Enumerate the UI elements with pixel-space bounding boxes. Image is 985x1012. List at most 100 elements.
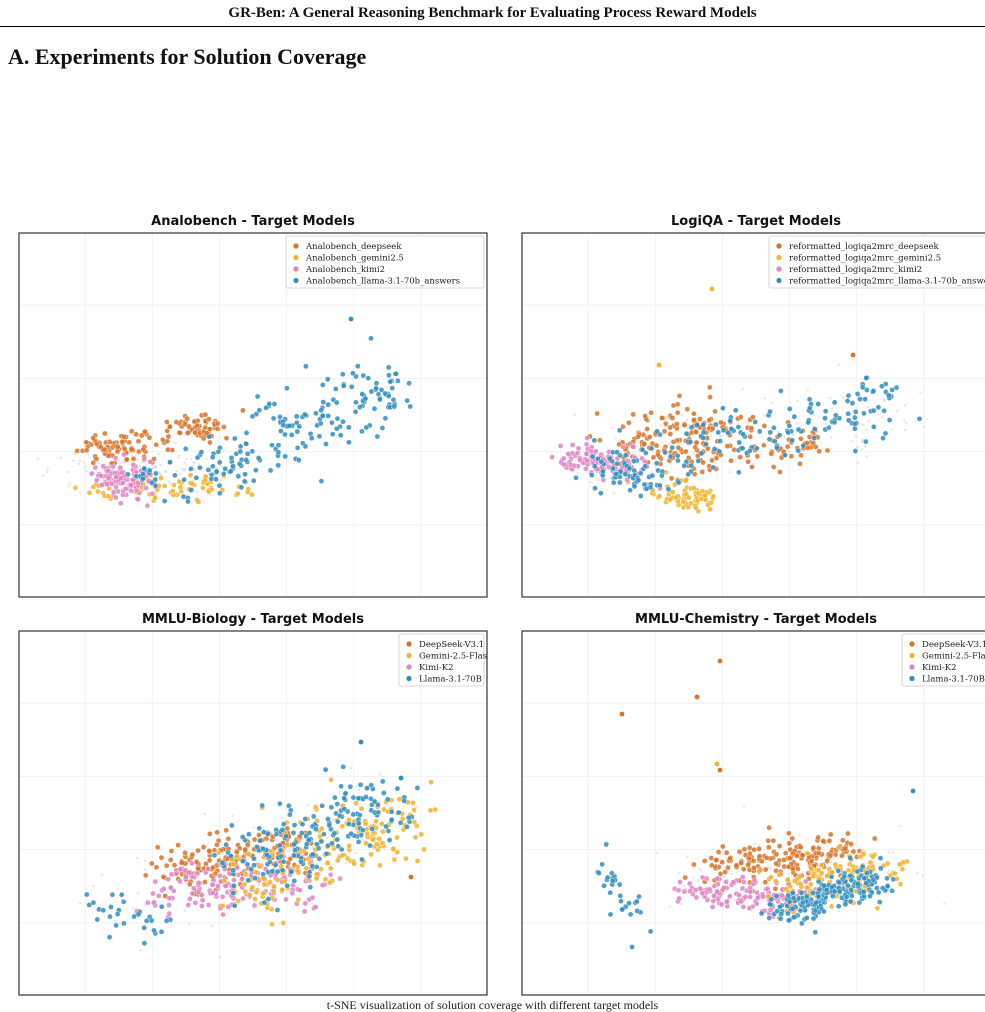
data-point <box>319 882 326 888</box>
data-point <box>102 430 108 437</box>
data-point <box>326 822 333 829</box>
data-point <box>692 451 696 455</box>
data-point <box>73 452 76 456</box>
data-point <box>153 470 159 477</box>
data-point <box>350 811 357 818</box>
data-point <box>700 869 703 873</box>
data-point <box>192 461 195 464</box>
data-point <box>723 879 729 885</box>
data-point <box>350 822 357 828</box>
scatter-points <box>78 739 438 959</box>
data-point <box>220 465 223 468</box>
data-point <box>698 450 705 457</box>
chart-title: Analobench - Target Models <box>151 214 355 229</box>
data-point <box>747 447 753 454</box>
data-point <box>774 445 780 451</box>
data-point <box>693 504 699 511</box>
data-point <box>347 783 354 790</box>
data-point <box>881 416 884 419</box>
data-point <box>221 877 228 884</box>
data-point <box>790 914 797 921</box>
data-point <box>158 928 165 935</box>
chart-legend: reformatted_logiqa2mrc_deepseek reformatt… <box>768 235 985 289</box>
data-point <box>667 424 673 431</box>
data-point <box>765 837 771 844</box>
data-point <box>183 874 189 880</box>
data-point <box>193 467 196 470</box>
data-point <box>240 407 246 414</box>
data-point <box>697 416 703 422</box>
data-point <box>816 448 823 454</box>
data-point <box>173 419 180 425</box>
data-point <box>328 776 334 783</box>
data-point <box>668 905 672 908</box>
data-point <box>227 468 234 475</box>
data-point <box>112 455 119 461</box>
data-point <box>719 434 722 438</box>
data-point <box>113 474 120 480</box>
data-point <box>163 862 170 869</box>
data-point <box>405 814 412 821</box>
data-point <box>670 438 677 445</box>
data-point <box>707 506 713 513</box>
data-point <box>714 875 721 882</box>
data-point <box>355 820 362 827</box>
data-point <box>251 862 257 868</box>
data-point <box>768 451 775 457</box>
data-point <box>238 484 245 491</box>
legend-label: Llama-3.1-70B <box>419 675 482 685</box>
data-point <box>309 863 316 869</box>
data-point <box>118 458 121 461</box>
data-point <box>687 439 694 445</box>
data-point <box>150 890 156 897</box>
data-point <box>876 899 883 905</box>
data-point <box>796 873 803 880</box>
data-point <box>329 840 335 846</box>
data-point <box>627 487 633 494</box>
data-point <box>864 387 870 393</box>
data-point <box>847 898 854 905</box>
data-point <box>790 889 796 896</box>
data-point <box>305 856 312 862</box>
data-point <box>676 895 682 902</box>
data-point <box>181 476 187 483</box>
data-point <box>736 892 742 899</box>
data-point <box>864 870 870 876</box>
data-point <box>789 835 796 842</box>
data-point <box>669 489 676 495</box>
data-point <box>850 352 856 358</box>
data-point <box>278 428 284 434</box>
data-point <box>403 855 409 862</box>
data-point <box>745 862 751 868</box>
data-point <box>757 867 764 873</box>
data-point <box>287 811 293 818</box>
data-point <box>609 870 615 876</box>
data-point <box>331 830 338 837</box>
data-point <box>875 889 882 896</box>
data-point <box>711 446 718 452</box>
data-point <box>354 363 361 369</box>
data-point <box>830 407 833 411</box>
data-point <box>717 438 723 444</box>
data-point <box>239 858 246 864</box>
grid-lines <box>523 234 985 596</box>
data-point <box>194 454 201 461</box>
data-point <box>822 408 829 414</box>
data-point <box>234 490 241 497</box>
data-point <box>714 761 720 767</box>
data-point <box>816 886 823 893</box>
data-point <box>359 856 365 863</box>
data-point <box>863 375 870 381</box>
data-point <box>826 906 829 910</box>
data-point <box>172 472 178 479</box>
data-point <box>708 862 715 869</box>
data-point <box>631 483 638 490</box>
data-point <box>717 658 723 664</box>
data-point <box>283 833 289 839</box>
legend-marker <box>776 254 782 261</box>
data-point <box>395 809 402 816</box>
data-point <box>749 464 755 470</box>
data-point <box>284 385 290 391</box>
data-point <box>561 455 567 462</box>
data-point <box>388 816 395 823</box>
